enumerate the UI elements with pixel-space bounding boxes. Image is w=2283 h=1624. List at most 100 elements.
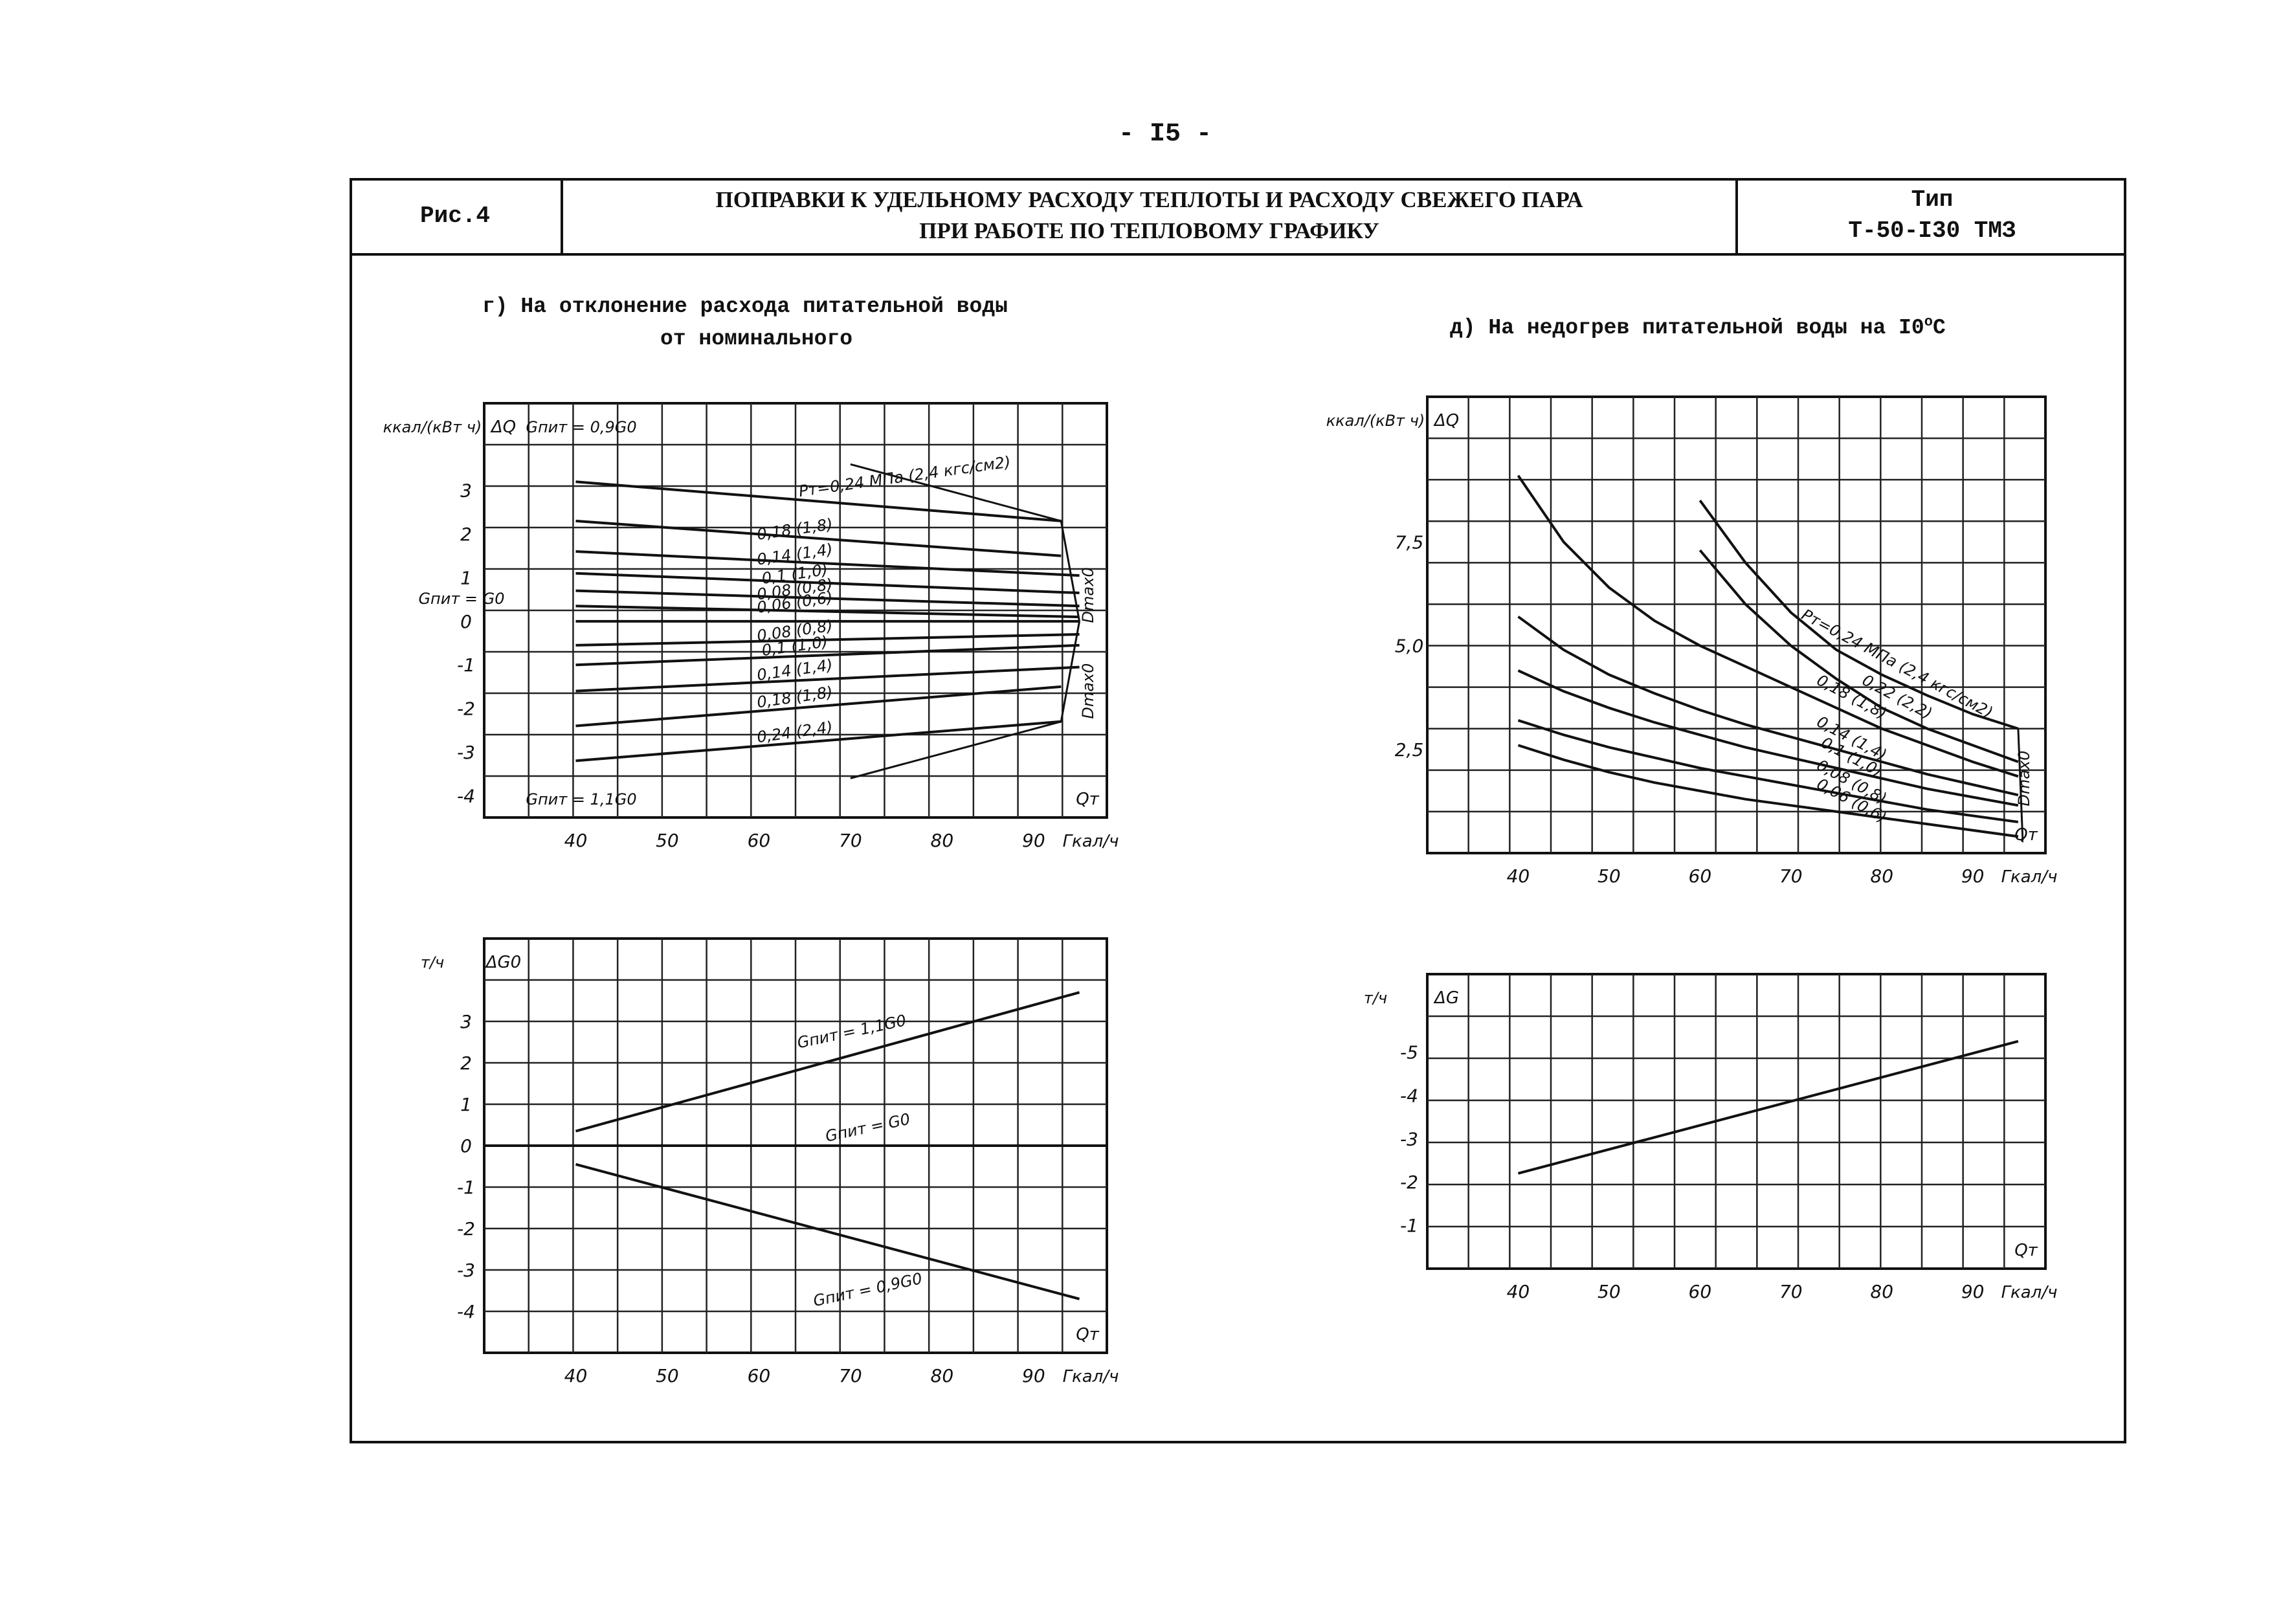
series-line bbox=[575, 605, 1080, 619]
x-tick-label: 40 bbox=[564, 1365, 588, 1386]
page-number: - I5 - bbox=[1118, 120, 1212, 149]
y-tick-label: 7,5 bbox=[1395, 531, 1424, 553]
section-d-title: д) На недогрев питательной воды на I0оС bbox=[1450, 314, 1946, 340]
y-tick-label: -3 bbox=[457, 1260, 475, 1281]
x-tick-label: 40 bbox=[1507, 865, 1530, 887]
y-tick-label: -2 bbox=[457, 1218, 475, 1240]
series-line bbox=[575, 665, 1080, 693]
x-tick-label: 80 bbox=[931, 830, 954, 851]
x-tick-label: 50 bbox=[656, 830, 679, 851]
x-tick-label: 40 bbox=[1507, 1281, 1530, 1302]
y-tick-label: -4 bbox=[457, 785, 475, 806]
series-line bbox=[575, 720, 1062, 762]
header-table: Рис.4 ПОПРАВКИ К УДЕЛЬНОМУ РАСХОДУ ТЕПЛО… bbox=[350, 178, 2126, 256]
x-tick-label: 70 bbox=[1779, 1281, 1803, 1302]
series-line bbox=[1517, 1040, 2019, 1175]
title-line-2: ПРИ РАБОТЕ ПО ТЕПЛОВОМУ ГРАФИКУ bbox=[919, 218, 1379, 243]
section-d-title-unit: С bbox=[1932, 316, 1946, 340]
annotation-label: Dmax0 bbox=[1079, 663, 1097, 719]
y-unit-label: ккал/(кВт ч) bbox=[383, 418, 482, 436]
series-line bbox=[1517, 719, 2019, 823]
annotation-label: Gпит = 0,9G0 bbox=[526, 418, 636, 436]
x-tick-label: 60 bbox=[748, 830, 771, 851]
section-g-title-2: от номинального bbox=[660, 327, 853, 351]
series-line bbox=[575, 685, 1062, 728]
series-label: Gпит = 0,9G0 bbox=[812, 1269, 924, 1310]
x-tick-label: 80 bbox=[1870, 1281, 1893, 1302]
series-line bbox=[1517, 669, 2019, 807]
y-unit-label: т/ч bbox=[421, 953, 444, 972]
x-tick-label: 80 bbox=[931, 1365, 954, 1386]
x-tick-label: 50 bbox=[1598, 1281, 1621, 1302]
section-d-title-text: д) На недогрев питательной воды на I0 bbox=[1450, 316, 1924, 340]
x-symbol-label: Qт bbox=[2014, 825, 2038, 845]
dmax-boundary-d bbox=[2017, 728, 2024, 841]
y-tick-label: 2,5 bbox=[1395, 739, 1424, 761]
y-tick-label: 1 bbox=[460, 1094, 472, 1115]
y-tick-label: -4 bbox=[457, 1301, 475, 1322]
chart-g_top bbox=[483, 402, 1108, 819]
series-line bbox=[1698, 500, 2019, 730]
y-tick-label: -3 bbox=[1400, 1128, 1418, 1150]
y-tick-label: -1 bbox=[457, 654, 475, 676]
series-line bbox=[575, 1162, 1080, 1300]
y-tick-label: -5 bbox=[1400, 1041, 1418, 1063]
y-symbol-label: ΔQ bbox=[490, 417, 516, 437]
series-line bbox=[575, 643, 1080, 667]
y-tick-label: 3 bbox=[460, 480, 472, 502]
y-tick-label: -3 bbox=[457, 742, 475, 763]
series-line bbox=[1517, 744, 2019, 838]
x-unit-label: Гкал/ч bbox=[1063, 1367, 1119, 1386]
y-tick-label: 5,0 bbox=[1395, 636, 1424, 657]
x-tick-label: 90 bbox=[1022, 1365, 1045, 1386]
x-tick-label: 90 bbox=[1022, 830, 1045, 851]
series-label: Gпит = 1,1G0 bbox=[796, 1011, 908, 1052]
y-unit-label: ккал/(кВт ч) bbox=[1326, 412, 1425, 430]
y-symbol-label: ΔQ bbox=[1433, 411, 1459, 430]
type-value: Т-50-I30 ТМЗ bbox=[1848, 217, 2016, 244]
x-unit-label: Гкал/ч bbox=[2001, 867, 2058, 887]
x-tick-label: 60 bbox=[1689, 1281, 1712, 1302]
series-label: Pт=0,24 МПа (2,4 кгс/см2) bbox=[797, 452, 1012, 500]
y-tick-label: -2 bbox=[457, 698, 475, 720]
y-tick-label: -4 bbox=[1400, 1085, 1418, 1106]
x-tick-label: 90 bbox=[1961, 865, 1985, 887]
series-line bbox=[575, 519, 1062, 557]
y-tick-label: 2 bbox=[460, 1052, 472, 1074]
series-label: Gпит = G0 bbox=[824, 1110, 912, 1146]
x-symbol-label: Qт bbox=[1076, 790, 1099, 809]
y-tick-label: 0 bbox=[460, 611, 472, 632]
section-d-degree: о bbox=[1924, 314, 1933, 330]
series-line bbox=[575, 572, 1080, 595]
dmax-boundary-lower bbox=[850, 621, 1081, 779]
series-line bbox=[575, 991, 1080, 1133]
chart-frame bbox=[1426, 973, 2047, 1270]
x-unit-label: Гкал/ч bbox=[2001, 1283, 2058, 1302]
series-line bbox=[575, 589, 1080, 608]
chart-g_bottom bbox=[483, 937, 1108, 1354]
figure-frame bbox=[350, 178, 2126, 1443]
chart-frame bbox=[1426, 395, 2047, 854]
series-line bbox=[1698, 549, 2019, 763]
x-tick-label: 90 bbox=[1961, 1281, 1985, 1302]
annotation-label: Gпит = G0 bbox=[418, 590, 504, 608]
type-cell: Тип Т-50-I30 ТМЗ bbox=[1738, 178, 2126, 256]
figure-title: ПОПРАВКИ К УДЕЛЬНОМУ РАСХОДУ ТЕПЛОТЫ И Р… bbox=[563, 178, 1738, 256]
x-symbol-label: Qт bbox=[2014, 1241, 2038, 1260]
x-tick-label: 80 bbox=[1870, 865, 1893, 887]
x-tick-label: 60 bbox=[1689, 865, 1712, 887]
chart-d_bottom bbox=[1426, 973, 2047, 1270]
y-tick-label: 1 bbox=[460, 567, 472, 588]
x-unit-label: Гкал/ч bbox=[1063, 832, 1119, 851]
fig-label: Рис.4 bbox=[350, 178, 563, 256]
y-tick-label: 3 bbox=[460, 1011, 472, 1032]
y-tick-label: 2 bbox=[460, 524, 472, 545]
y-tick-label: -1 bbox=[457, 1177, 475, 1198]
y-tick-label: 0 bbox=[460, 1135, 472, 1157]
x-tick-label: 70 bbox=[839, 830, 862, 851]
y-tick-label: -2 bbox=[1400, 1172, 1418, 1193]
dmax-boundary-upper bbox=[850, 463, 1081, 622]
y-symbol-label: ΔG bbox=[1433, 988, 1459, 1008]
series-line bbox=[575, 550, 1080, 577]
series-line bbox=[1517, 616, 2019, 797]
